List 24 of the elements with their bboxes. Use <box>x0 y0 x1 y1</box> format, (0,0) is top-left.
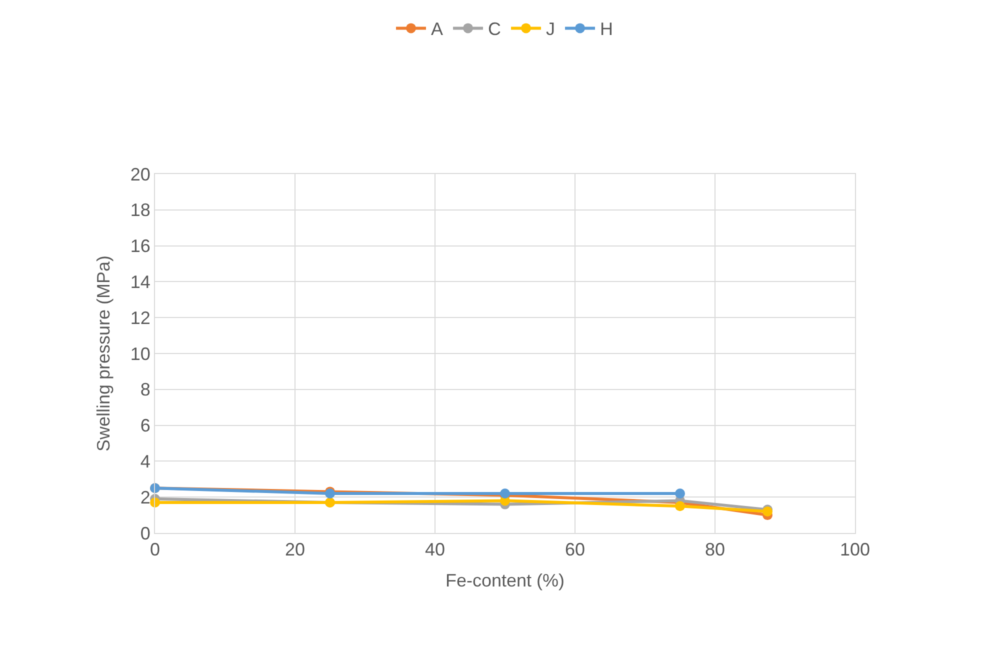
point <box>675 501 685 512</box>
x-tick-label: 60 <box>564 540 586 560</box>
x-tick-label: 80 <box>704 540 726 560</box>
y-tick-label: 20 <box>130 164 150 184</box>
x-tick-label: 100 <box>840 540 870 560</box>
y-tick-label: 14 <box>130 272 150 292</box>
y-tick-label: 8 <box>140 380 150 400</box>
point <box>675 488 685 499</box>
y-tick-label: 6 <box>140 416 150 436</box>
y-tick-label: 16 <box>130 236 150 256</box>
x-axis-title: Fe-content (%) <box>445 570 565 591</box>
y-tick-label: 0 <box>140 523 150 544</box>
y-tick-label: 18 <box>130 200 150 220</box>
y-axis-title: Swelling pressure (MPa) <box>94 255 114 452</box>
legend-label: C <box>488 19 502 40</box>
y-tick-label: 4 <box>140 452 150 472</box>
y-tick-label: 12 <box>130 308 150 328</box>
x-tick-label: 20 <box>284 540 306 560</box>
x-tick-label: 40 <box>424 540 446 560</box>
y-tick-label: 2 <box>140 487 150 508</box>
legend-label: A <box>431 19 444 40</box>
legend-label: J <box>546 19 556 40</box>
y-tick-label: 10 <box>130 344 150 364</box>
legend-label: H <box>600 19 614 40</box>
